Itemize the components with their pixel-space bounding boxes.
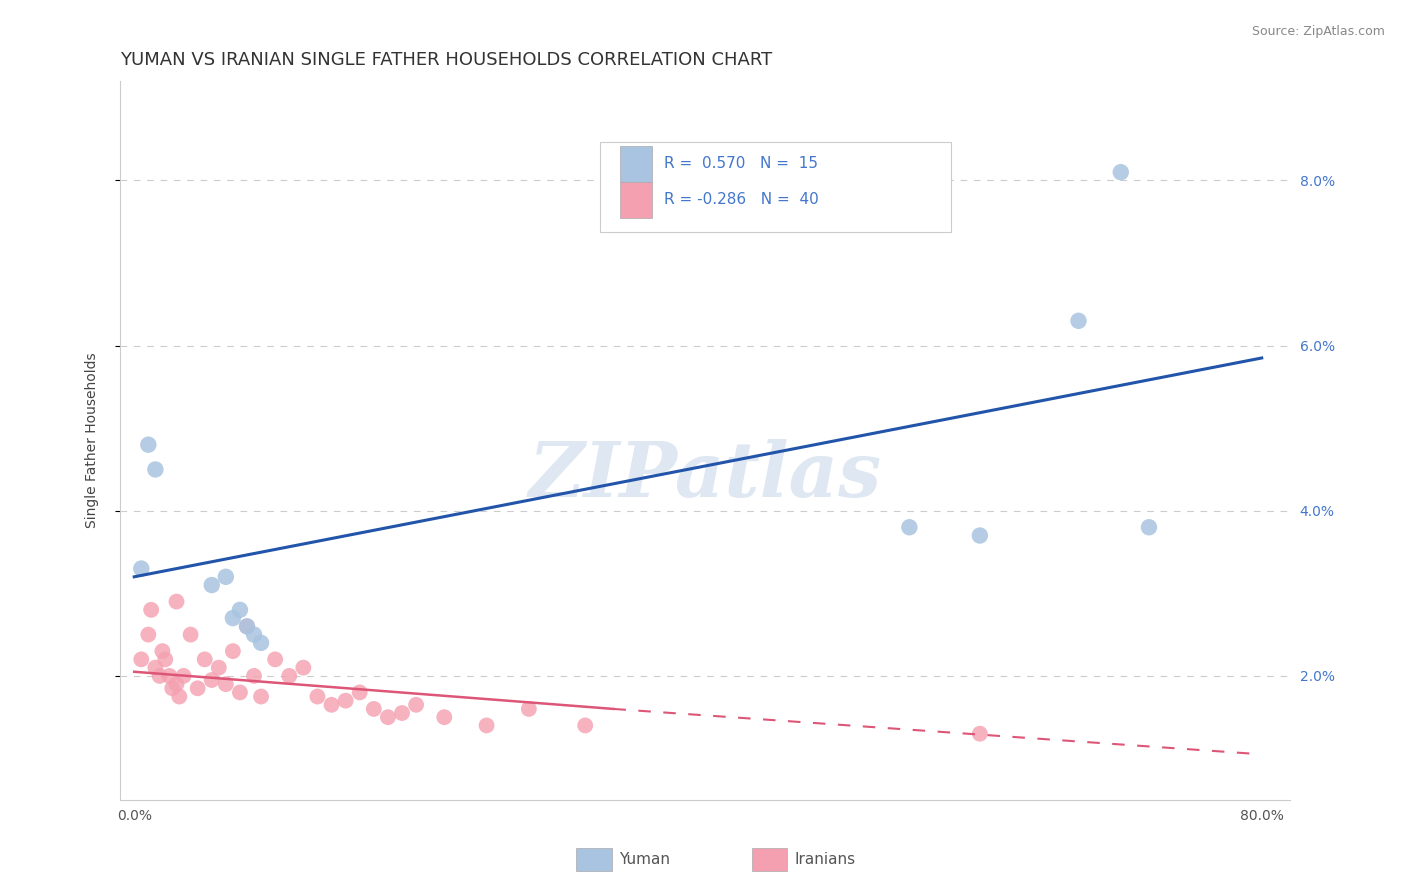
Text: Source: ZipAtlas.com: Source: ZipAtlas.com (1251, 25, 1385, 38)
Point (169, 690, 191, 704)
Point (129, 561, 152, 575)
Point (229, 685, 252, 699)
Point (145, 462, 167, 476)
Point (222, 611, 245, 625)
Point (236, 619, 259, 633)
Point (243, 627, 266, 641)
Point (149, 669, 172, 683)
Point (898, 520, 921, 534)
Text: R =  0.570   N =  15: R = 0.570 N = 15 (664, 156, 818, 171)
Point (173, 669, 195, 683)
Point (264, 652, 287, 666)
Point (139, 603, 162, 617)
Point (574, 718, 596, 732)
Point (969, 727, 991, 741)
Point (194, 652, 217, 666)
Point (187, 681, 209, 696)
Text: Iranians: Iranians (794, 853, 855, 867)
Point (215, 677, 238, 691)
Point (335, 694, 357, 708)
Text: Yuman: Yuman (619, 853, 669, 867)
FancyBboxPatch shape (620, 146, 652, 182)
Point (159, 669, 181, 683)
Point (166, 594, 188, 608)
FancyBboxPatch shape (620, 182, 652, 218)
Point (136, 627, 159, 641)
Point (236, 619, 259, 633)
Point (201, 578, 224, 592)
Point (155, 652, 177, 666)
Point (433, 710, 456, 724)
Point (292, 660, 315, 674)
Point (1067, 314, 1090, 328)
Point (321, 698, 343, 712)
Point (363, 702, 385, 716)
Text: YUMAN VS IRANIAN SINGLE FATHER HOUSEHOLDS CORRELATION CHART: YUMAN VS IRANIAN SINGLE FATHER HOUSEHOLD… (120, 51, 772, 69)
Point (215, 570, 238, 584)
Point (145, 660, 167, 674)
Point (250, 690, 273, 704)
Point (1109, 165, 1132, 179)
Point (307, 690, 329, 704)
Point (180, 627, 202, 641)
Text: R = -0.286   N =  40: R = -0.286 N = 40 (664, 193, 818, 207)
Y-axis label: Single Father Households: Single Father Households (86, 352, 100, 528)
Point (222, 644, 245, 658)
Point (129, 652, 152, 666)
Point (136, 438, 159, 452)
Point (152, 644, 174, 658)
Point (162, 681, 184, 696)
Point (405, 698, 427, 712)
FancyBboxPatch shape (600, 143, 950, 232)
Point (349, 685, 371, 699)
Point (391, 706, 413, 720)
Point (250, 636, 273, 650)
Point (166, 677, 188, 691)
Point (969, 528, 991, 542)
Point (517, 702, 540, 716)
Point (208, 660, 231, 674)
Point (201, 673, 224, 687)
Point (475, 718, 498, 732)
Text: ZIPatlas: ZIPatlas (529, 440, 882, 514)
Point (229, 603, 252, 617)
Point (377, 710, 399, 724)
Point (1137, 520, 1160, 534)
Point (243, 669, 266, 683)
Point (278, 669, 301, 683)
